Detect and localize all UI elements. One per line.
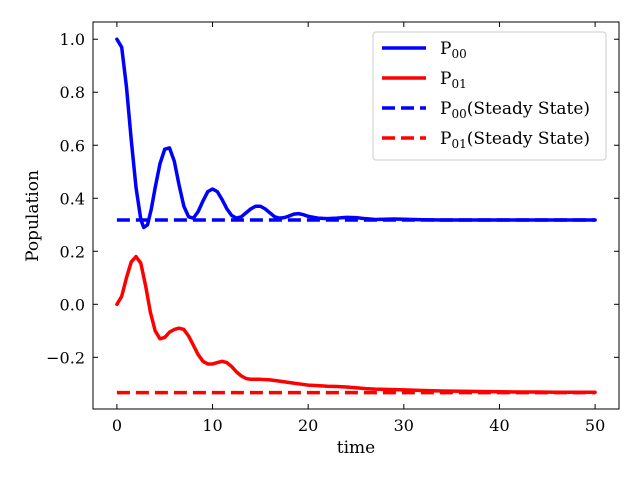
x-tick-label: 10 (202, 416, 222, 435)
plot-lines (115, 37, 597, 395)
legend-label: P00 (440, 39, 467, 61)
y-axis-label: Population (23, 170, 43, 262)
series-line-2 (115, 254, 597, 395)
y-tick-label: 0.4 (60, 189, 85, 208)
y-tick-label: 0.8 (60, 83, 85, 102)
x-tick-label: 0 (112, 416, 122, 435)
y-tick-label: 0.2 (60, 242, 85, 261)
x-tick-label: 30 (394, 416, 414, 435)
x-axis-ticks: 0 10 20 30 40 50 (112, 22, 605, 435)
y-tick-label: 1.0 (60, 30, 85, 49)
legend: P00 P01 P00(Steady State) P01(Steady State) (372, 31, 607, 161)
legend-label: P00(Steady State) (440, 99, 590, 121)
x-tick-label: 50 (585, 416, 605, 435)
plot-frame (92, 21, 620, 410)
y-tick-label: 0.0 (60, 295, 85, 314)
legend-frame (372, 31, 607, 161)
legend-label: P01 (440, 69, 467, 91)
y-tick-label: −0.2 (46, 348, 85, 367)
legend-entries: P00 P01 P00(Steady State) P01(Steady State) (382, 39, 590, 151)
x-tick-label: 40 (489, 416, 509, 435)
x-axis-label: time (337, 438, 375, 458)
legend-label: P01(Steady State) (440, 129, 590, 151)
y-axis-ticks: −0.2 0.0 0.2 0.4 0.6 0.8 1.0 (46, 30, 619, 367)
y-tick-label: 0.6 (60, 136, 85, 155)
x-tick-label: 20 (298, 416, 318, 435)
